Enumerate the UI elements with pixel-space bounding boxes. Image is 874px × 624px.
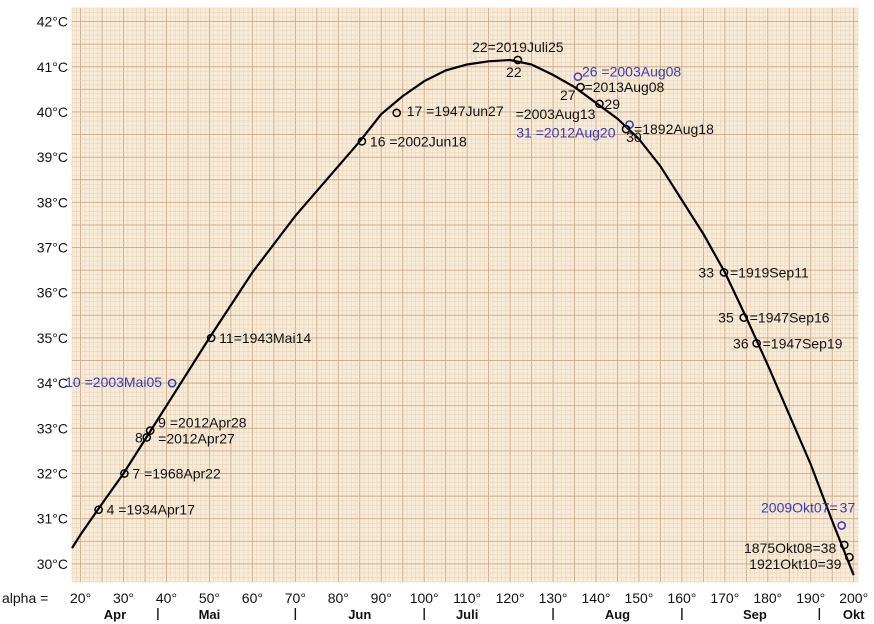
- data-point: [839, 540, 849, 550]
- data-point: [392, 108, 402, 118]
- y-tick-label: 32°C: [37, 466, 68, 482]
- x-tick-label: 20°: [70, 590, 91, 606]
- x-tick-label: 60°: [242, 590, 263, 606]
- y-tick-label: 30°C: [37, 556, 68, 572]
- data-point: [576, 82, 585, 92]
- x-tick-label: 130°: [539, 590, 568, 606]
- data-point: [513, 55, 523, 65]
- x-tick-label: 200°: [839, 590, 868, 606]
- data-point: [719, 268, 729, 277]
- month-label: Juli: [456, 607, 478, 622]
- month-label: Aug: [605, 607, 630, 622]
- x-tick-label: 90°: [371, 590, 392, 606]
- point-label: =2012Apr27: [158, 431, 235, 447]
- point-label: 2009Okt07=: [761, 500, 838, 516]
- point-label: 4 =1934Apr17: [107, 502, 196, 518]
- axes: 30°C 31°C 32°C 33°C 34°C 35°C 36°C 37°C 38°C 39°C…: [2, 14, 868, 622]
- point-label: 22=2019Juli25: [472, 39, 564, 55]
- point-label: 1875Okt08=38: [744, 540, 836, 556]
- y-tick-label: 35°C: [37, 330, 68, 346]
- data-point: [142, 433, 152, 442]
- data-point: [573, 72, 583, 82]
- x-tick-label: 50°: [199, 590, 220, 606]
- point-label: 7 =1968Apr22: [132, 466, 221, 482]
- y-tick-label: 38°C: [37, 194, 68, 210]
- point-label: =1947Sep16: [750, 310, 830, 326]
- data-points: [94, 55, 854, 562]
- point-label: 30: [626, 129, 642, 145]
- point-label: 16 =2002Jun18: [370, 133, 467, 149]
- y-tick-label: 36°C: [37, 285, 68, 301]
- data-point: [167, 378, 177, 388]
- point-label: =1947Sep19: [763, 335, 843, 351]
- y-tick-label: 40°C: [37, 104, 68, 120]
- x-tick-label: 170°: [710, 590, 739, 606]
- point-label: 1921Okt10=39: [749, 556, 841, 572]
- point-label: 33: [698, 264, 714, 280]
- point-label: 9 =2012Apr28: [158, 415, 247, 431]
- x-tick-label: 80°: [328, 590, 349, 606]
- data-point: [845, 552, 854, 562]
- data-point: [94, 505, 103, 515]
- x-tick-label: 140°: [582, 590, 611, 606]
- y-tick-label: 31°C: [37, 511, 68, 527]
- point-label: =1892Aug18: [634, 121, 714, 137]
- data-point: [837, 521, 847, 530]
- month-label: Sep: [743, 607, 767, 622]
- plot-background: [72, 8, 858, 582]
- x-tick-label: 120°: [496, 590, 525, 606]
- point-label: 11=1943Mai14: [219, 330, 311, 346]
- x-tick-label: 160°: [667, 590, 696, 606]
- y-tick-label: 42°C: [37, 14, 68, 30]
- point-label: 36: [733, 335, 749, 351]
- data-point: [120, 469, 129, 478]
- x-tick-label: 40°: [156, 590, 177, 606]
- month-label: Mai: [199, 607, 221, 622]
- data-point: [752, 339, 761, 348]
- data-point: [357, 136, 367, 146]
- x-tick-label: 30°: [113, 590, 134, 606]
- point-label: 8: [135, 429, 143, 445]
- point-label: 17 =1947Jun27: [407, 103, 504, 119]
- x-tick-label: 70°: [285, 590, 306, 606]
- data-point: [621, 124, 631, 134]
- point-label: =2003Aug13: [516, 106, 596, 122]
- x-tick-label: 150°: [624, 590, 653, 606]
- point-label: 26 =2003Aug08: [582, 64, 681, 80]
- y-tick-label: 33°C: [37, 420, 68, 436]
- y-tick-label: 41°C: [37, 59, 68, 75]
- point-label: 22: [506, 64, 522, 80]
- point-label: =2013Aug08: [585, 79, 665, 95]
- month-label: Jun: [348, 607, 371, 622]
- x-tick-label: 110°: [453, 590, 481, 606]
- temperature-curve: [71, 58, 855, 576]
- y-tick-label: 34°C: [37, 375, 68, 391]
- x-tick-label: 100°: [410, 590, 439, 606]
- data-point: [206, 333, 216, 343]
- point-label: 37: [840, 500, 856, 516]
- month-label: Apr: [104, 607, 126, 622]
- point-label: 27: [560, 87, 576, 103]
- data-point: [739, 313, 749, 322]
- point-label: 31 =2012Aug20: [516, 125, 615, 141]
- point-label: =1919Sep11: [730, 264, 809, 280]
- x-tick-label: 190°: [796, 590, 825, 606]
- point-label: 29: [604, 96, 620, 112]
- month-label: Okt: [843, 607, 865, 622]
- data-point: [145, 426, 155, 435]
- x-tick-label: 180°: [753, 590, 782, 606]
- point-label: 35: [718, 310, 734, 326]
- point-label: 10 =2003Mai05: [65, 374, 162, 390]
- y-tick-label: 39°C: [37, 149, 68, 165]
- y-tick-label: 37°C: [37, 240, 68, 256]
- data-point: [595, 99, 604, 109]
- x-axis-prefix: alpha =: [2, 590, 48, 606]
